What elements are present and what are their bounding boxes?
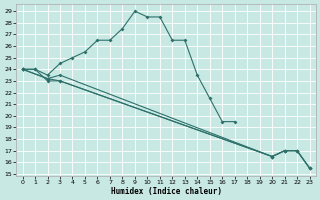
X-axis label: Humidex (Indice chaleur): Humidex (Indice chaleur) [111, 187, 221, 196]
